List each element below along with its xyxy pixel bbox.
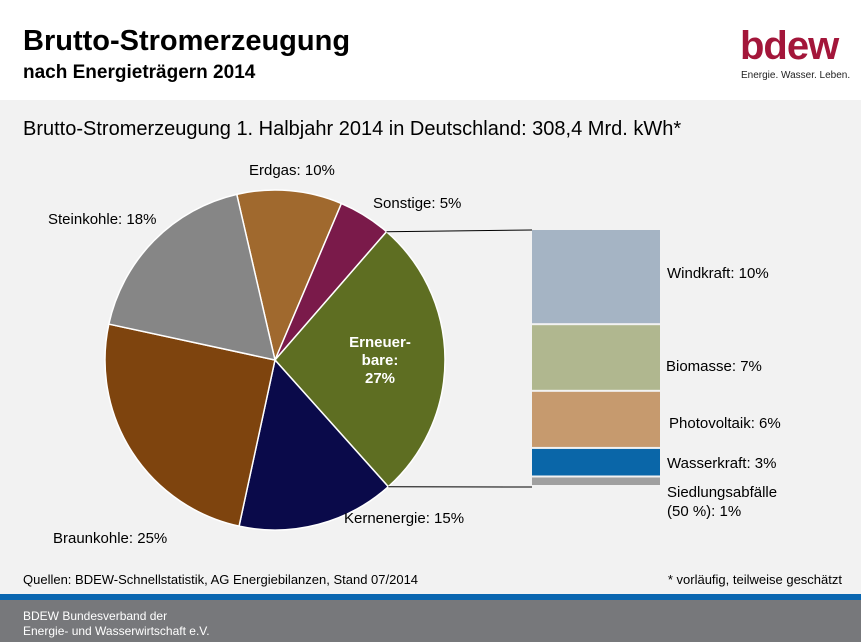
footer: BDEW Bundesverband der Energie- und Wass… — [0, 600, 861, 642]
header — [0, 0, 861, 100]
label-erneuerbare-line1: Erneuer- — [349, 334, 411, 351]
label-sonstige: Sonstige: 5% — [373, 195, 462, 212]
label-photovoltaik: Photovoltaik: 6% — [669, 415, 781, 432]
blue-stripe — [0, 594, 861, 600]
connector-top — [386, 229, 533, 233]
footer-line2: Energie- und Wasserwirtschaft e.V. — [23, 624, 210, 638]
bar-segment-2 — [532, 391, 660, 447]
label-erneuerbare: Erneuer- bare: 27% — [330, 334, 430, 388]
label-braunkohle: Braunkohle: 25% — [53, 530, 168, 547]
bar-segment-0 — [532, 230, 660, 324]
page-subtitle: nach Energieträgern 2014 — [23, 62, 256, 83]
label-siedlungsabfaelle: Siedlungsabfälle (50 %): 1% — [667, 483, 777, 521]
label-erneuerbare-line3: 27% — [364, 370, 396, 387]
bar-segment-1 — [532, 325, 660, 390]
label-windkraft: Windkraft: 10% — [667, 265, 769, 282]
pie-slice-4 — [104, 323, 276, 528]
pie-slice-5 — [107, 193, 276, 361]
label-erdgas: Erdgas: 10% — [249, 162, 335, 179]
label-siedlung-line2: (50 %): 1% — [667, 503, 742, 520]
source-note: Quellen: BDEW-Schnellstatistik, AG Energ… — [23, 572, 419, 587]
pie-slice-2 — [274, 230, 446, 488]
page-title: Brutto-Stromerzeugung — [23, 25, 351, 57]
pie-slice-3 — [238, 358, 390, 531]
label-siedlung-line1: Siedlungsabfälle — [667, 484, 778, 501]
label-biomasse: Biomasse: 7% — [666, 358, 762, 375]
footer-line1: BDEW Bundesverband der — [23, 609, 168, 623]
label-kernenergie: Kernenergie: 15% — [344, 510, 465, 527]
chart-title: Brutto-Stromerzeugung 1. Halbjahr 2014 i… — [23, 118, 682, 140]
bar-segment-4 — [532, 477, 660, 485]
label-erneuerbare-line2: bare: — [361, 352, 399, 369]
footnote: * vorläufig, teilweise geschätzt — [667, 572, 842, 587]
label-wasserkraft: Wasserkraft: 3% — [667, 455, 777, 472]
logo-tagline: Energie. Wasser. Leben. — [741, 70, 851, 81]
bar-segment-3 — [532, 448, 660, 476]
label-steinkohle: Steinkohle: 18% — [48, 211, 157, 228]
pie-slice-0 — [235, 189, 343, 363]
bdew-logo: bdew — [740, 24, 839, 68]
